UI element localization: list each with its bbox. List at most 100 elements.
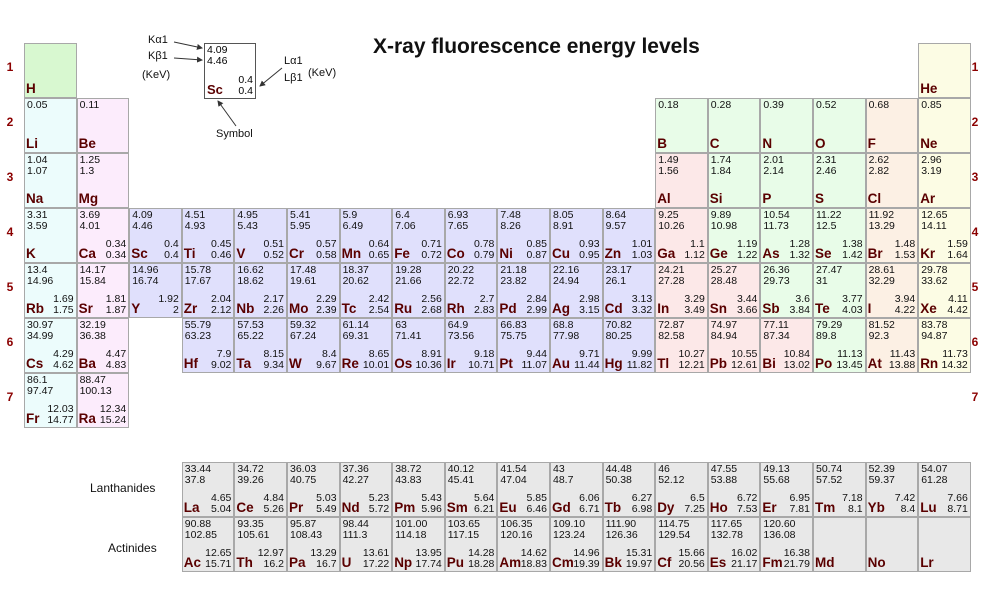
- element-cell-si: 1.74 1.84 Si: [707, 153, 761, 208]
- element-cell-cd: 23.17 26.1 Cd 3.13 3.32: [602, 263, 656, 318]
- element-symbol: Ca: [78, 246, 96, 261]
- element-k2: 3.59: [27, 220, 48, 232]
- element-l1: 9.99: [631, 348, 653, 360]
- arrow-l: [259, 67, 283, 87]
- element-k2: 8.26: [500, 220, 521, 232]
- element-k1: 37.36: [342, 463, 369, 475]
- element-cell-yb: 52.39 59.37 Yb 7.42 8.4: [865, 462, 919, 517]
- element-symbol: Se: [815, 246, 832, 261]
- element-l1: 6.06: [579, 492, 600, 504]
- element-l1: 1.38: [842, 238, 863, 250]
- element-l1: 7.9: [216, 348, 232, 360]
- element-k1: 109.10: [553, 518, 586, 530]
- element-k1: 17.48: [290, 264, 317, 276]
- element-symbol: Te: [815, 301, 830, 316]
- element-cell-na: 1.04 1.07 Na: [24, 153, 77, 208]
- element-l2: 19.39: [573, 558, 600, 570]
- element-k1: 5.41: [290, 209, 311, 221]
- element-cell-re: 61.14 69.31 Re 8.65 10.01: [339, 318, 393, 373]
- element-k2: 89.8: [816, 330, 837, 342]
- element-l2: 14.32: [941, 359, 968, 371]
- element-l1: 9.71: [579, 348, 600, 360]
- element-symbol: Be: [78, 136, 96, 151]
- element-k2: 28.48: [710, 275, 738, 287]
- element-cell-ni: 7.48 8.26 Ni 0.85 0.87: [497, 208, 550, 263]
- element-cell-md: Md: [813, 517, 866, 572]
- element-symbol: Ac: [183, 555, 202, 570]
- element-k1: 14.17: [79, 264, 106, 276]
- element-symbol: Yb: [867, 500, 885, 515]
- element-symbol: Mg: [78, 191, 99, 206]
- element-k1: 3.69: [79, 209, 101, 221]
- element-l1: 11.73: [942, 348, 968, 360]
- element-symbol: Pt: [499, 356, 513, 371]
- element-k1: 88.47: [79, 374, 106, 386]
- element-l2: 13.45: [836, 359, 863, 371]
- element-cell-ho: 47.55 53.88 Ho 6.72 7.53: [707, 462, 761, 517]
- element-l2: 5.26: [263, 503, 284, 515]
- element-k2: 14.96: [27, 275, 54, 287]
- element-symbol: Es: [709, 555, 727, 570]
- element-l1: 2.17: [263, 293, 284, 305]
- element-symbol: Hg: [604, 356, 623, 371]
- element-k2: 61.28: [921, 474, 948, 486]
- element-symbol: Fr: [26, 411, 40, 426]
- element-k2: 92.3: [868, 330, 890, 342]
- element-l2: 11.82: [626, 359, 653, 371]
- period-label: 7: [6, 390, 14, 404]
- element-l2: 16.2: [263, 558, 284, 570]
- element-k1: 49.13: [763, 463, 790, 475]
- element-l1: 9.18: [473, 348, 495, 360]
- element-symbol: Ra: [78, 411, 96, 426]
- element-symbol: Tb: [604, 500, 622, 515]
- element-l2: 1.53: [894, 249, 916, 261]
- element-l1: 0.45: [210, 238, 232, 250]
- element-symbol: K: [26, 246, 36, 261]
- element-l1: 0.93: [579, 238, 600, 250]
- element-l2: 14.77: [47, 414, 74, 426]
- element-cell-v: 4.95 5.43 V 0.51 0.52: [234, 208, 287, 263]
- element-k2: 5.43: [237, 220, 258, 232]
- element-cell-sn: 25.27 28.48 Sn 3.44 3.66: [707, 263, 761, 318]
- element-k1: 21.18: [500, 264, 527, 276]
- element-symbol: Y: [131, 301, 141, 316]
- element-l2: 8.71: [947, 503, 968, 515]
- element-k2: 40.75: [290, 474, 317, 486]
- element-l2: 1.32: [789, 249, 810, 261]
- element-symbol: P: [762, 191, 772, 206]
- element-l2: 1.22: [736, 249, 758, 261]
- element-l2: 1.03: [631, 249, 653, 261]
- arrow-ka1: [173, 41, 203, 50]
- element-l2: 3.66: [736, 304, 758, 316]
- element-k1: 29.78: [921, 264, 948, 276]
- element-cell-he: He: [918, 43, 971, 98]
- element-k2: 7.65: [447, 220, 469, 232]
- element-symbol: N: [762, 136, 773, 151]
- element-cell-np: 101.00 114.18 Np 13.95 17.74: [392, 517, 445, 572]
- element-cell-k: 3.31 3.59 K: [24, 208, 77, 263]
- element-l2: 2.26: [263, 304, 284, 316]
- element-k2: 1.07: [27, 165, 48, 177]
- element-l1: 10.84: [783, 348, 810, 360]
- element-k1: 101.00: [395, 518, 428, 530]
- element-l1: 6.72: [736, 492, 758, 504]
- element-symbol: Bk: [604, 555, 622, 570]
- element-k1: 0.39: [763, 99, 784, 111]
- element-symbol: Zr: [183, 301, 198, 316]
- element-k1: 68.8: [553, 319, 574, 331]
- element-symbol: C: [709, 136, 720, 151]
- element-k2: 42.27: [342, 474, 369, 486]
- element-k1: 59.32: [290, 319, 317, 331]
- element-cell-h: H: [24, 43, 77, 98]
- element-k1: 106.35: [500, 518, 533, 530]
- element-l2: 2.54: [368, 304, 390, 316]
- element-l1: 6.95: [789, 492, 810, 504]
- element-l2: 12.21: [678, 359, 705, 371]
- element-k2: 34.99: [27, 330, 54, 342]
- element-l1: 4.65: [210, 492, 232, 504]
- element-k2: 132.78: [710, 529, 743, 541]
- element-cell-ar: 2.96 3.19 Ar: [918, 153, 971, 208]
- element-symbol: I: [867, 301, 872, 316]
- element-symbol: Pm: [394, 500, 416, 515]
- element-l2: 2.99: [526, 304, 547, 316]
